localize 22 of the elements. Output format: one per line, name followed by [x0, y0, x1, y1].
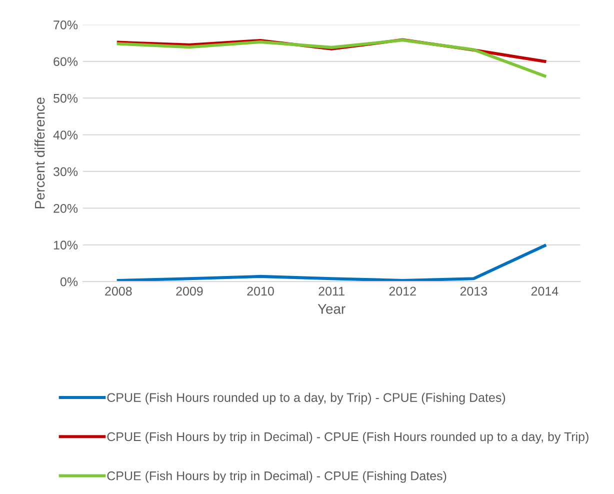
line-series — [116, 244, 546, 282]
y-tick-label: 30% — [53, 167, 78, 176]
line-series — [116, 38, 546, 78]
y-axis-title: Percent difference — [34, 98, 45, 208]
x-tick-label: 2008 — [105, 286, 132, 296]
x-tick-label: 2013 — [460, 286, 488, 296]
y-tick-label: 40% — [53, 130, 78, 140]
x-tick-label: 2009 — [176, 286, 203, 296]
x-tick-label: 2010 — [247, 286, 274, 296]
legend-label: CPUE (Fish Hours by trip in Decimal) - CPUE (Fishing Dates) — [107, 471, 446, 483]
y-tick-label: 0% — [60, 277, 78, 286]
y-tick-label: 20% — [54, 204, 78, 213]
x-tick-label: 2011 — [318, 286, 344, 296]
x-tick-label: 2014 — [531, 286, 558, 296]
legend-label: CPUE (Fish Hours by trip in Decimal) - CPUE (Fish Hours rounded up to a day, by Trip) — [107, 432, 588, 444]
y-tick-label: 50% — [54, 94, 78, 103]
y-tick-label: 70% — [54, 20, 78, 30]
x-tick-label: 2012 — [389, 286, 416, 296]
legend-label: CPUE (Fish Hours rounded up to a day, by Trip) - CPUE (Fishing Dates) — [107, 392, 506, 404]
x-axis-title: Year — [318, 304, 346, 314]
y-tick-label: 10% — [54, 240, 78, 250]
y-tick-label: 60% — [54, 57, 78, 66]
